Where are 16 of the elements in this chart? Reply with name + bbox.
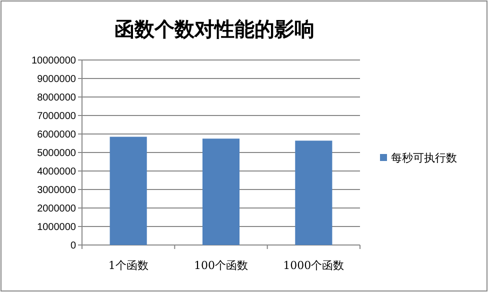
x-tick-label: 100个函数 xyxy=(194,259,248,272)
y-tick-label: 10000000 xyxy=(32,56,76,66)
y-tick-label: 7000000 xyxy=(37,111,76,122)
y-tick-label: 4000000 xyxy=(37,166,76,178)
legend-label: 每秒可执行数 xyxy=(391,152,457,164)
y-tick-label: 8000000 xyxy=(37,92,76,104)
y-tick-label: 5000000 xyxy=(37,148,76,159)
chart-title: 函数个数对性能的影响 xyxy=(114,17,314,41)
y-tick-label: 6000000 xyxy=(37,130,76,140)
x-tick-label: 1000个函数 xyxy=(283,259,344,272)
y-tick-label: 0 xyxy=(70,240,76,252)
y-tick-label: 1000000 xyxy=(37,222,76,233)
y-tick-label: 9000000 xyxy=(37,74,76,85)
y-tick-label: 3000000 xyxy=(37,185,76,196)
y-tick-label: 2000000 xyxy=(37,204,76,214)
x-tick-label: 1个函数 xyxy=(108,259,148,272)
